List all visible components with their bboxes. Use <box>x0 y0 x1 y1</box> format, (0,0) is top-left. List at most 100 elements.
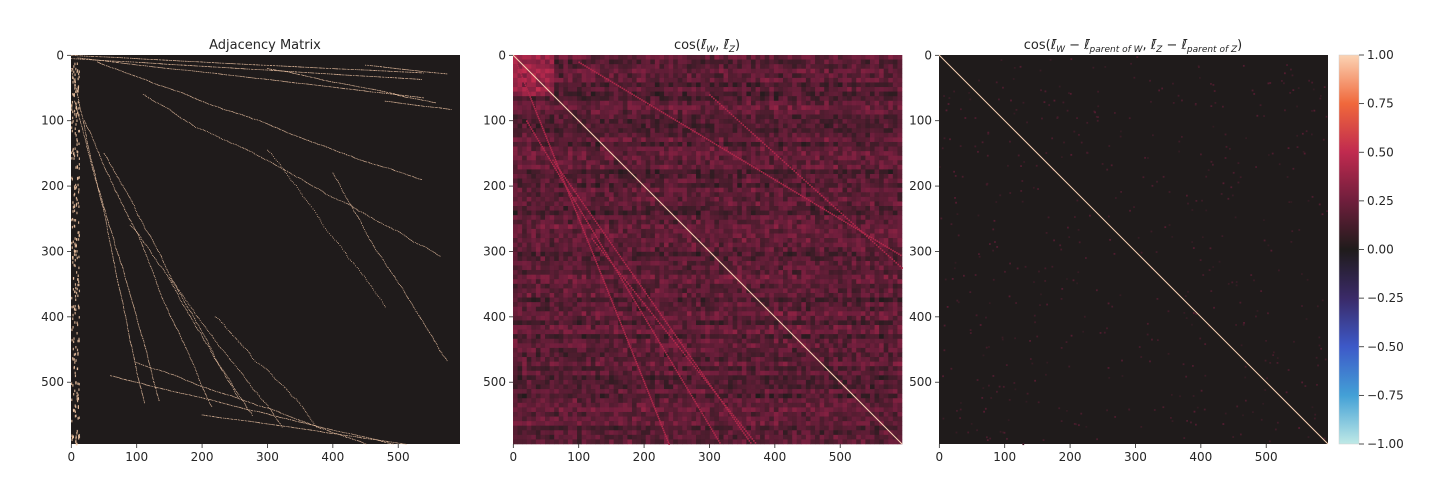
adjacency-cell <box>219 366 221 368</box>
adjacency-cell <box>213 72 215 74</box>
adjacency-cell <box>101 199 103 201</box>
cosine-cell <box>631 91 637 97</box>
adjacency-cell <box>138 77 140 78</box>
adjacency-cell <box>183 305 185 307</box>
adjacency-cell <box>220 73 222 75</box>
adjacency-cell <box>369 88 371 90</box>
adjacency-cell <box>323 191 325 193</box>
adjacency-cell <box>304 138 305 140</box>
adjacency-cell <box>310 424 311 426</box>
adjacency-cell <box>185 346 186 348</box>
adjacency-cell <box>371 88 373 90</box>
adjacency-cell <box>362 436 363 437</box>
adjacency-cell <box>123 306 124 308</box>
cosine-cell <box>755 73 761 79</box>
adjacency-cell <box>232 387 234 389</box>
adjacency-cell <box>272 126 274 127</box>
adjacency-cell <box>215 359 217 361</box>
cosine-cell <box>879 91 884 97</box>
adjacency-cell <box>441 107 443 109</box>
adjacency-cell <box>341 246 343 248</box>
adjacency-cell <box>306 72 307 73</box>
adjacency-cell <box>78 266 80 270</box>
adjacency-cell <box>76 429 78 433</box>
adjacency-cell <box>286 70 288 72</box>
adjacency-cell <box>219 347 221 348</box>
cosine-cell <box>586 87 592 92</box>
cosine-cell <box>796 59 802 65</box>
adjacency-cell <box>329 428 330 430</box>
adjacency-cell <box>279 65 281 67</box>
adjacency-cell <box>272 413 274 414</box>
adjacency-cell <box>234 388 236 390</box>
adjacency-cell <box>187 307 189 309</box>
adjacency-cell <box>127 285 128 287</box>
adjacency-cell <box>392 169 394 171</box>
adjacency-cell <box>129 197 131 198</box>
adjacency-cell <box>292 182 294 184</box>
adjacency-cell <box>376 251 378 253</box>
adjacency-cell <box>130 199 132 201</box>
adjacency-cell <box>167 87 169 89</box>
adjacency-cell <box>92 165 94 166</box>
adjacency-cell <box>73 409 76 412</box>
cosine-cell <box>778 82 784 88</box>
adjacency-cell <box>137 76 139 78</box>
adjacency-cell <box>117 57 119 58</box>
adjacency-cell <box>302 74 303 76</box>
adjacency-cell <box>201 61 203 63</box>
adjacency-cell <box>392 169 393 170</box>
adjacency-cell <box>119 181 121 182</box>
adjacency-cell <box>287 132 289 134</box>
adjacency-cell <box>74 258 76 262</box>
adjacency-cell <box>148 385 150 386</box>
adjacency-cell <box>306 422 308 424</box>
adjacency-cell <box>164 106 165 108</box>
adjacency-cell <box>299 421 300 423</box>
adjacency-cell <box>374 439 376 440</box>
adjacency-cell <box>108 238 110 240</box>
adjacency-cell <box>147 58 148 60</box>
cosine-cell <box>860 77 866 83</box>
adjacency-cell <box>76 70 78 74</box>
adjacency-cell <box>251 421 253 422</box>
adjacency-cell <box>241 68 243 70</box>
adjacency-cell <box>266 404 268 405</box>
adjacency-cell <box>373 89 375 90</box>
adjacency-cell <box>133 304 134 306</box>
adjacency-cell <box>157 387 158 389</box>
cosine-cell <box>888 77 894 83</box>
adjacency-cell <box>380 299 382 301</box>
adjacency-cell <box>93 168 95 170</box>
adjacency-cell <box>170 110 172 111</box>
cosine-cell <box>526 87 532 92</box>
adjacency-cell <box>120 378 122 379</box>
adjacency-cell <box>408 95 409 97</box>
cosine-cell <box>718 73 724 79</box>
adjacency-cell <box>233 396 235 398</box>
adjacency-cell <box>394 276 396 278</box>
adjacency-cell <box>131 302 133 303</box>
adjacency-cell <box>155 101 156 103</box>
cosine-cell <box>801 77 807 83</box>
adjacency-cell <box>361 86 362 88</box>
adjacency-cell <box>184 119 185 121</box>
adjacency-cell <box>300 74 302 76</box>
adjacency-cell <box>433 106 435 108</box>
adjacency-cell <box>380 92 382 94</box>
adjacency-cell <box>145 349 147 351</box>
adjacency-cell <box>285 81 287 83</box>
adjacency-cell <box>175 68 176 70</box>
cosine-cell <box>769 55 775 60</box>
adjacency-cell <box>76 348 79 352</box>
adjacency-cell <box>225 394 227 395</box>
adjacency-cell <box>242 401 244 403</box>
adjacency-cell <box>322 224 324 226</box>
adjacency-cell <box>352 438 354 440</box>
adjacency-cell <box>97 61 98 63</box>
adjacency-cell <box>272 156 274 157</box>
adjacency-cell <box>292 174 294 176</box>
adjacency-cell <box>134 206 136 208</box>
cosine-cell <box>865 73 871 79</box>
cosine-cell <box>664 77 669 83</box>
